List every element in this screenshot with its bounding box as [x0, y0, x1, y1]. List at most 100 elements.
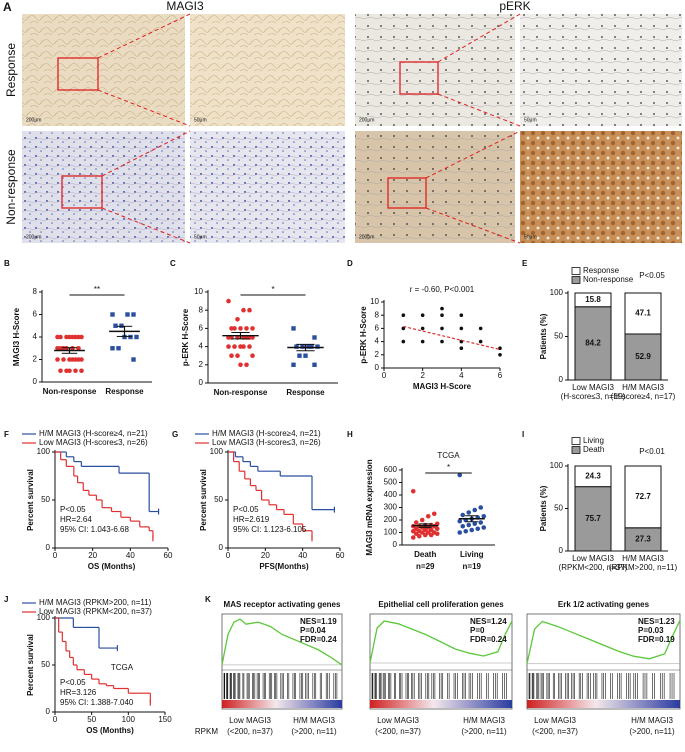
- group-label: Low MAGI3: [377, 716, 419, 725]
- chart-title: Erk 1/2 activating genes: [558, 600, 650, 609]
- x-tick-label: 0: [53, 715, 58, 724]
- y-axis-label: p-ERK H-Score: [359, 306, 368, 364]
- bar-segment: [574, 486, 612, 552]
- x-axis-label: OS (Months): [88, 562, 136, 571]
- y-axis-label: Percent survival: [26, 634, 35, 696]
- annotation: 95% CI: 1.388-7.040: [60, 698, 134, 707]
- point: [303, 353, 308, 358]
- point: [410, 535, 416, 540]
- point: [466, 510, 472, 515]
- texture: [190, 14, 345, 126]
- point: [300, 344, 305, 349]
- y-tick-label: 100: [37, 447, 51, 456]
- panel-label: D: [347, 259, 353, 268]
- x-axis-label: PFS(Months): [259, 562, 309, 571]
- annotation: HR=3.126: [60, 688, 97, 697]
- y-tick-label: 50: [554, 332, 563, 341]
- point: [238, 326, 243, 331]
- plot-frame: [221, 613, 343, 710]
- point: [250, 326, 255, 331]
- point: [312, 335, 317, 340]
- enrichment-curve: [526, 619, 681, 664]
- annotation: P<0.05: [60, 505, 86, 514]
- y-axis-label: p-ERK H-Score: [181, 308, 190, 366]
- point: [478, 326, 483, 331]
- y-tick-label: 100: [210, 447, 224, 456]
- zoom-indicators: [57, 13, 521, 244]
- point: [113, 323, 118, 328]
- legend-label: Living: [583, 436, 604, 445]
- point: [309, 344, 314, 349]
- y-tick-label: 6: [33, 310, 38, 319]
- annotation: P<0.05: [60, 678, 86, 687]
- point: [79, 368, 84, 374]
- point: [61, 357, 66, 362]
- annotation: 95% CI: 1.043-6.68: [60, 525, 129, 534]
- rank-gradient: [370, 700, 512, 708]
- value-label: 72.7: [635, 492, 651, 501]
- x-tick-label: 0: [226, 551, 231, 560]
- y-tick-label: 500: [384, 478, 398, 487]
- y-tick-label: 0: [199, 378, 204, 387]
- point: [434, 531, 440, 537]
- point: [498, 346, 502, 351]
- point: [294, 344, 299, 349]
- point: [116, 346, 121, 351]
- legend-label: Low MAGI3 (H-score≤3, n=26): [39, 438, 148, 447]
- point: [55, 357, 60, 362]
- legend-label: Low MAGI3 (H-score≤3, n=26): [212, 438, 321, 447]
- point: [425, 513, 431, 519]
- significance: **: [94, 285, 100, 294]
- y-tick-label: 0: [375, 363, 380, 372]
- x-tick-label: 20: [261, 551, 270, 560]
- point: [466, 522, 472, 528]
- point: [420, 326, 425, 331]
- y-tick-label: 0: [219, 543, 224, 552]
- trend-line: [403, 325, 501, 351]
- x-tick-label: H/M MAGI3: [622, 383, 664, 392]
- point: [110, 346, 115, 351]
- point: [401, 339, 406, 344]
- point: [76, 345, 81, 351]
- point: [472, 521, 478, 527]
- point: [241, 344, 246, 349]
- annotation: 95% CI: 1.123-6.105: [233, 525, 307, 534]
- point: [420, 339, 425, 344]
- point: [419, 517, 425, 523]
- legend-label: Response: [583, 266, 620, 275]
- point: [229, 353, 234, 359]
- p-value: P<0.01: [639, 447, 665, 456]
- panel-label: A: [3, 0, 12, 14]
- point: [469, 527, 475, 533]
- scale-bars: 200μm 50μm 200μm 50μm 200μm 50μm 200μm 5…: [26, 117, 537, 240]
- y-tick-label: 8: [199, 305, 204, 314]
- y-tick-label: 0: [559, 375, 564, 384]
- bar-segment: [574, 306, 612, 381]
- x-tick-label: Low MAGI3: [572, 383, 614, 392]
- legend-label: H/M MAGI3 (H-score≥4, n=21): [39, 429, 148, 438]
- stat: P=0: [470, 626, 485, 635]
- stat: FDR=0.24: [300, 635, 337, 644]
- point: [291, 362, 296, 367]
- scale-bar-label: 50μm: [194, 234, 207, 240]
- y-tick-label: 6: [375, 324, 380, 333]
- y-tick-label: 4: [375, 337, 380, 346]
- y-tick-label: 6: [199, 324, 204, 333]
- point: [428, 532, 434, 538]
- texture: [520, 131, 682, 243]
- point: [475, 526, 481, 532]
- rank-gradient: [222, 700, 342, 708]
- point: [459, 326, 464, 331]
- x-tick-label: (H-score≤3, n=19): [561, 392, 626, 401]
- p-value: P<0.05: [639, 271, 665, 280]
- point: [459, 313, 464, 318]
- group-label: (<200, n=37): [532, 727, 578, 736]
- significance: *: [271, 285, 274, 294]
- point: [131, 312, 136, 317]
- y-axis-label: Patients (%): [539, 485, 548, 531]
- y-tick-label: 100: [550, 288, 564, 297]
- y-tick-label: 0: [393, 540, 398, 549]
- point: [70, 345, 75, 351]
- x-tick-label: Response: [105, 387, 144, 396]
- point: [235, 317, 240, 322]
